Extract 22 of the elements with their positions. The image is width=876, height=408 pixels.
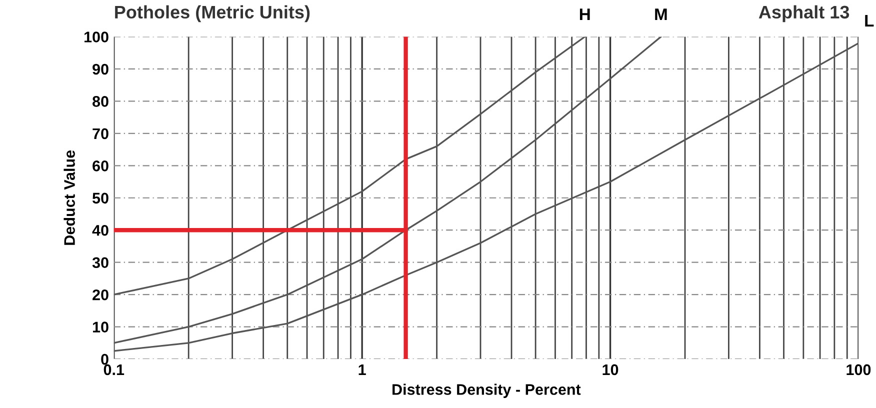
y-tick-label: 90 xyxy=(92,64,108,75)
y-tick-label: 20 xyxy=(92,289,108,300)
y-tick-label: 100 xyxy=(84,32,108,42)
x-tick-label: 0.1 xyxy=(104,364,124,376)
y-tick-label: 80 xyxy=(92,96,108,107)
y-tick-label: 0 xyxy=(101,354,108,365)
y-axis-title: Deduct Value xyxy=(64,150,75,245)
series-label: M xyxy=(655,8,667,20)
chart-title: Potholes (Metric Units) xyxy=(115,5,310,22)
y-tick-label: 50 xyxy=(92,192,108,204)
y-tick-label: 40 xyxy=(92,224,108,236)
x-tick-label: 10 xyxy=(602,364,618,376)
y-tick-label: 70 xyxy=(92,128,108,140)
y-tick-label: 10 xyxy=(92,322,108,332)
x-tick-label: 1 xyxy=(358,364,366,375)
y-tick-label: 60 xyxy=(92,160,108,172)
series-label: H xyxy=(580,8,590,20)
x-tick-label: 100 xyxy=(846,364,871,376)
series-label: L xyxy=(865,15,874,26)
x-axis-title: Distress Density - Percent xyxy=(392,384,581,398)
text: Asphalt 13 xyxy=(758,5,850,22)
y-tick-label: 30 xyxy=(92,257,108,268)
